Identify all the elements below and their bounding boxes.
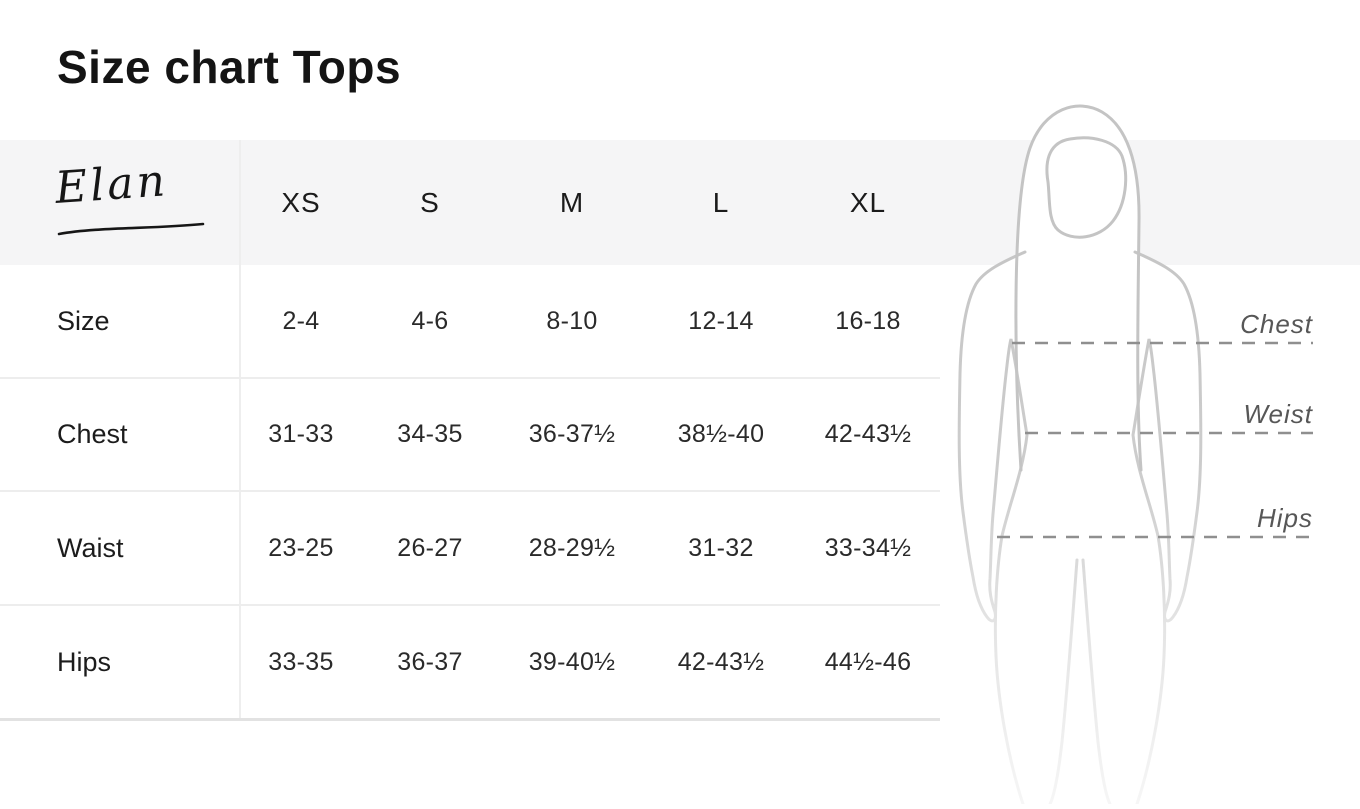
table-cell: 2-4 xyxy=(282,307,320,335)
size-header-xs: XS xyxy=(281,186,321,218)
hips-measure-label: Hips xyxy=(1256,503,1313,533)
table-cell: 23-25 xyxy=(268,533,334,562)
table-cell: 8-10 xyxy=(546,307,598,335)
row-label-waist: Waist xyxy=(57,532,124,563)
table-row-divider xyxy=(0,377,940,379)
table-cell: 33-34½ xyxy=(824,533,912,562)
size-header-l: L xyxy=(712,186,730,218)
table-row-divider xyxy=(0,604,940,606)
table-cell: 31-33 xyxy=(268,420,334,448)
table-vertical-divider xyxy=(239,140,241,720)
table-cell: 28-29½ xyxy=(528,533,616,562)
table-cell: 33-35 xyxy=(268,648,334,676)
size-header-m: M xyxy=(559,186,585,218)
table-cell: 16-18 xyxy=(835,307,901,335)
size-chart-table: XS S M L XL Size 2-4 4-6 8-10 12-14 16-1… xyxy=(0,140,940,720)
table-cell: 36-37 xyxy=(397,648,463,676)
size-header-xl: XL xyxy=(849,186,887,218)
table-bottom-border xyxy=(0,718,940,721)
table-cell: 26-27 xyxy=(397,533,463,562)
row-label-size: Size xyxy=(57,306,110,336)
table-row-divider xyxy=(0,490,940,492)
table-cell: 44½-46 xyxy=(824,648,912,676)
row-label-hips: Hips xyxy=(57,647,112,677)
size-header-s: S xyxy=(420,186,440,218)
table-cell: 38½-40 xyxy=(677,420,765,448)
brand-cell xyxy=(0,140,240,265)
table-cell: 31-32 xyxy=(688,533,754,562)
chest-measure-label: Chest xyxy=(1240,309,1313,339)
page-title: Size chart Tops xyxy=(57,41,402,93)
brand-underline-swash xyxy=(57,222,205,236)
brand-logo: Elan xyxy=(53,155,217,243)
table-cell: 36-37½ xyxy=(528,420,616,448)
table-cell: 39-40½ xyxy=(528,648,616,676)
waist-measure-label: Weist xyxy=(1243,399,1313,429)
row-label-chest: Chest xyxy=(57,419,128,449)
table-cell: 42-43½ xyxy=(824,420,912,448)
table-cell: 12-14 xyxy=(688,307,754,335)
table-cell: 4-6 xyxy=(411,307,449,335)
table-cell: 42-43½ xyxy=(677,648,765,676)
table-cell: 34-35 xyxy=(397,420,463,448)
